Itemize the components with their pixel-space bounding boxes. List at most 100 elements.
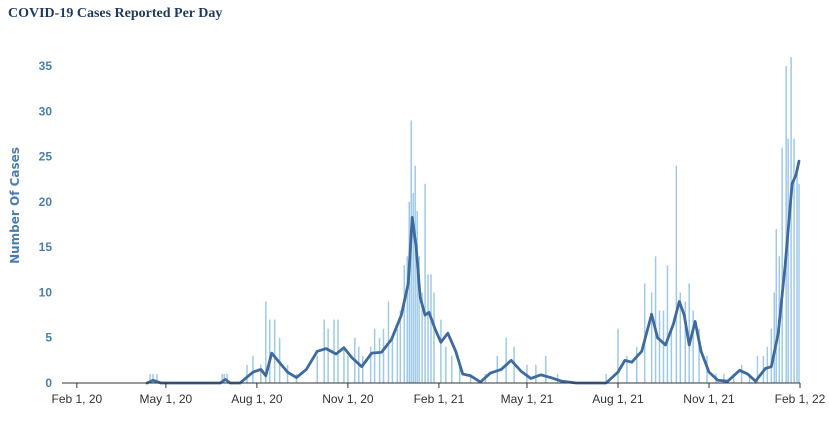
case-bar — [418, 256, 420, 383]
case-bar — [427, 274, 429, 383]
case-bar — [535, 364, 537, 383]
case-bar — [650, 292, 653, 383]
case-bar — [421, 292, 423, 383]
case-bar — [643, 283, 646, 383]
case-bar — [658, 310, 661, 383]
case-bar — [740, 364, 743, 383]
case-bar — [399, 310, 402, 383]
case-bar — [692, 310, 694, 383]
case-bar — [260, 364, 262, 383]
x-tick-label: Aug 1, 21 — [592, 392, 644, 406]
case-bar — [773, 292, 776, 383]
case-bar — [416, 210, 418, 383]
case-bar — [451, 355, 453, 383]
y-tick-label: 0 — [45, 376, 52, 390]
case-bar — [373, 328, 376, 383]
x-tick-label: Feb 1, 20 — [51, 392, 102, 406]
case-bar — [408, 201, 410, 383]
case-bar — [785, 66, 787, 384]
y-tick-label: 35 — [39, 59, 53, 73]
case-bar — [433, 292, 435, 383]
case-bar — [361, 355, 364, 383]
rolling-average-line — [145, 159, 801, 385]
case-bar — [626, 355, 628, 383]
case-bar — [273, 319, 276, 383]
case-bar — [770, 328, 773, 383]
case-bar — [654, 256, 657, 383]
x-tick-label: Feb 1, 21 — [414, 392, 465, 406]
case-bar — [545, 355, 547, 383]
x-tick-label: May 1, 20 — [140, 392, 193, 406]
case-bar — [684, 301, 686, 383]
y-tick-label: 30 — [39, 104, 53, 118]
case-bar — [156, 373, 158, 383]
case-bar — [679, 292, 682, 383]
case-bar — [458, 364, 461, 383]
case-bar — [327, 328, 329, 383]
y-tick-label: 20 — [39, 195, 53, 209]
case-bar — [732, 373, 735, 383]
case-bar — [440, 319, 442, 383]
case-bar — [396, 328, 399, 383]
y-tick-label: 5 — [45, 331, 52, 345]
case-bar — [246, 364, 248, 383]
case-bar — [378, 337, 381, 383]
case-bar — [347, 355, 349, 383]
case-bar — [662, 310, 665, 383]
case-bar — [796, 174, 798, 383]
case-bar — [406, 256, 409, 383]
case-bar — [445, 346, 447, 383]
rolling-average-path — [145, 159, 801, 385]
case-bar — [723, 373, 725, 383]
case-bar — [265, 301, 267, 383]
case-bar — [798, 183, 800, 383]
case-bar — [787, 138, 789, 383]
y-axis-title: Number Of Cases — [8, 147, 22, 264]
case-bar — [636, 346, 638, 383]
case-bar — [152, 373, 154, 383]
case-bar — [343, 346, 345, 383]
y-tick-label: 10 — [39, 285, 53, 299]
x-tick-label: Feb 1, 22 — [775, 392, 826, 406]
case-bar — [756, 355, 759, 383]
case-bar — [323, 319, 325, 383]
case-bar — [698, 328, 700, 383]
case-bar — [766, 346, 769, 383]
case-bar — [403, 265, 406, 383]
case-bar — [675, 165, 678, 383]
case-bar — [391, 337, 394, 383]
case-bar — [269, 319, 271, 383]
case-bar — [333, 319, 335, 383]
case-bar — [670, 328, 673, 383]
case-bar — [781, 147, 783, 383]
case-bar — [505, 337, 507, 383]
case-bar — [414, 165, 416, 383]
case-bar — [424, 183, 426, 383]
case-bar — [226, 373, 228, 383]
case-bar — [790, 57, 792, 384]
case-bar — [382, 328, 385, 383]
x-axis: Feb 1, 20 May 1, 20 Aug 1, 20 Nov 1, 20 Feb … — [51, 383, 826, 406]
case-bar — [430, 274, 432, 383]
case-bar — [286, 364, 289, 383]
case-bar — [252, 355, 254, 383]
case-bar — [149, 373, 151, 383]
case-bar — [666, 265, 669, 383]
x-tick-label: May 1, 21 — [501, 392, 554, 406]
y-axis: 0 5 10 15 20 25 30 35 — [39, 59, 53, 390]
case-bar — [793, 138, 795, 383]
case-bar — [688, 283, 690, 383]
case-bar — [369, 346, 372, 383]
case-bar — [278, 337, 281, 383]
case-bar — [316, 355, 318, 383]
x-tick-label: Nov 1, 20 — [322, 392, 374, 406]
case-bar — [775, 229, 778, 383]
chart-title: COVID-19 Cases Reported Per Day — [8, 6, 223, 21]
daily-cases-bars — [149, 57, 800, 384]
case-bar — [412, 192, 414, 383]
x-tick-label: Nov 1, 21 — [683, 392, 735, 406]
y-tick-label: 25 — [39, 150, 53, 164]
case-bar — [221, 373, 224, 383]
y-tick-label: 15 — [39, 240, 53, 254]
